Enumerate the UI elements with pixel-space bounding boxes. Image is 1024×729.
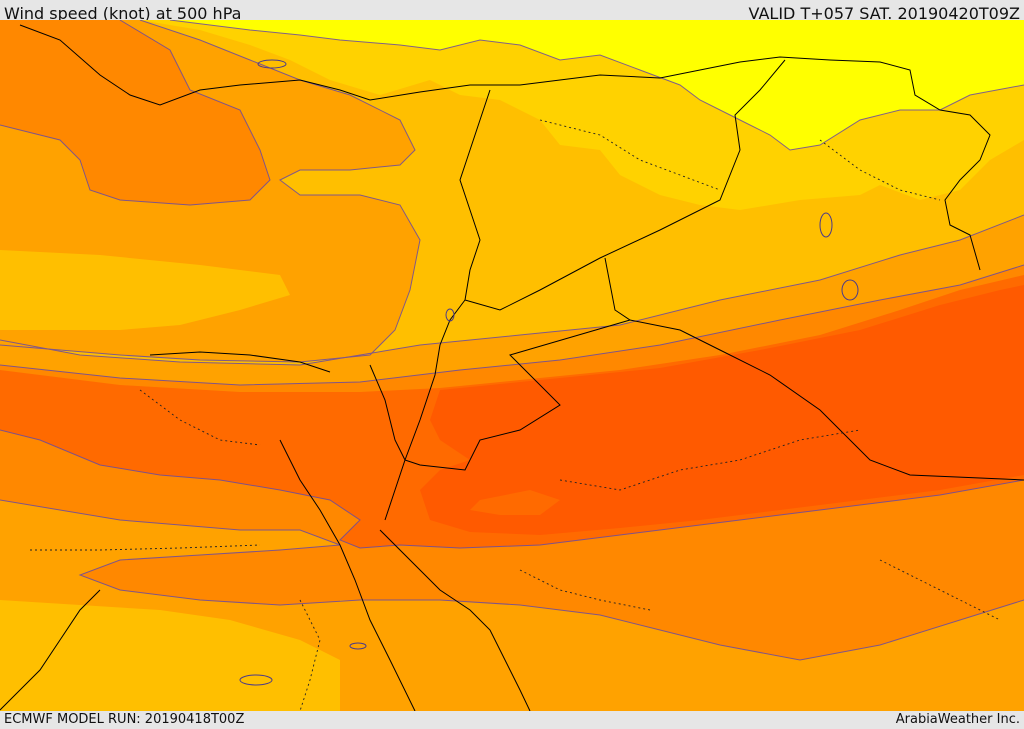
wind-band-low-south-inlet	[0, 600, 340, 711]
credit-label: ArabiaWeather Inc.	[895, 712, 1020, 727]
wind-speed-map	[0, 20, 1024, 711]
map-title: Wind speed (knot) at 500 hPa	[4, 4, 242, 23]
borders	[0, 24, 1024, 711]
valid-time: VALID T+057 SAT. 20190420T09Z	[748, 4, 1020, 23]
wind-band-calm-north	[170, 20, 1024, 150]
wind-band-strong-pocket	[470, 490, 560, 515]
wind-band-low-west-inlet	[0, 250, 290, 330]
wind-band-moderate-south	[340, 600, 760, 711]
internal-boundaries	[30, 119, 1001, 711]
lakes	[239, 59, 859, 686]
wind-band-core-jet	[420, 285, 1024, 535]
contour-lines	[0, 20, 1024, 661]
model-run-label: ECMWF MODEL RUN: 20190418T00Z	[4, 712, 245, 727]
wind-band-high-northwest	[0, 20, 270, 205]
